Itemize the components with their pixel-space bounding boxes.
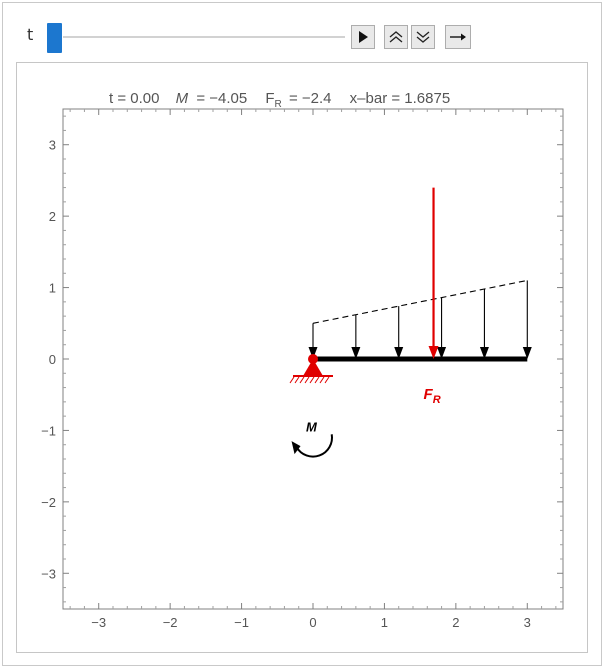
- support-pin: [308, 354, 318, 364]
- support-hatch: [309, 376, 315, 384]
- x-tick-label: 0: [309, 615, 316, 630]
- x-tick-label: 2: [452, 615, 459, 630]
- load-arrow-head: [479, 347, 489, 359]
- title-t: t = 0.00: [109, 90, 159, 107]
- title-fr-value: = −2.4: [289, 90, 332, 107]
- slider-label: t: [27, 25, 34, 44]
- direction-button[interactable]: [445, 25, 471, 49]
- support-hatch: [299, 376, 305, 384]
- y-tick-label: 0: [49, 352, 56, 367]
- load-arrow-head: [351, 347, 361, 359]
- axis-ticks: −3 −2 −1 0 1 2 3 3 2 1 0 −1 −2 −3: [41, 109, 563, 630]
- support-hatch: [289, 376, 295, 384]
- support-hatch: [294, 376, 300, 384]
- x-tick-label: −3: [91, 615, 106, 630]
- x-tick-label: −2: [163, 615, 178, 630]
- title-fr-symbol: F: [265, 90, 274, 107]
- pin-support: [289, 354, 333, 384]
- t-slider-track[interactable]: [63, 36, 345, 38]
- moment-arrowhead: [291, 441, 301, 455]
- y-tick-label: −1: [41, 423, 56, 438]
- title-xbar: x–bar = 1.6875: [350, 90, 451, 107]
- moment-label: M: [306, 420, 318, 435]
- support-hatch: [324, 376, 330, 384]
- resultant-label-sub: R: [433, 394, 441, 406]
- double-chevron-up-icon: [389, 31, 403, 43]
- play-icon: [359, 31, 368, 43]
- resultant-head: [428, 346, 439, 359]
- faster-button[interactable]: [384, 25, 408, 49]
- resultant-force: [428, 187, 439, 359]
- y-tick-label: −2: [41, 495, 56, 510]
- arrow-right-icon: [450, 33, 466, 41]
- double-chevron-down-icon: [416, 31, 430, 43]
- x-tick-label: 1: [381, 615, 388, 630]
- plot-title: t = 0.00 M = −4.05 FR = −2.4 x–bar = 1.6…: [109, 90, 450, 111]
- slower-button[interactable]: [411, 25, 435, 49]
- support-hatch: [314, 376, 320, 384]
- y-tick-label: −3: [41, 566, 56, 581]
- moment-indicator: [291, 434, 333, 458]
- x-tick-label: 3: [524, 615, 531, 630]
- title-m-symbol: M: [176, 90, 189, 107]
- support-hatch: [304, 376, 310, 384]
- support-triangle: [303, 359, 323, 376]
- moment-arc: [295, 434, 333, 458]
- play-button[interactable]: [351, 25, 375, 49]
- y-tick-label: 2: [49, 209, 56, 224]
- load-arrow-head: [522, 347, 532, 359]
- resultant-label: FR: [424, 386, 441, 406]
- title-fr-sub: R: [275, 99, 282, 110]
- y-tick-label: 1: [49, 281, 56, 296]
- load-arrow-head: [437, 347, 447, 359]
- resultant-label-f: F: [424, 386, 434, 403]
- distributed-load: [308, 279, 532, 359]
- title-m-value: = −4.05: [196, 90, 247, 107]
- load-arrow-head: [308, 347, 318, 359]
- y-tick-label: 3: [49, 138, 56, 153]
- x-tick-label: −1: [234, 615, 249, 630]
- load-profile-line: [312, 279, 528, 324]
- support-hatch: [319, 376, 325, 384]
- load-arrow-head: [394, 347, 404, 359]
- t-slider-thumb[interactable]: [47, 23, 62, 53]
